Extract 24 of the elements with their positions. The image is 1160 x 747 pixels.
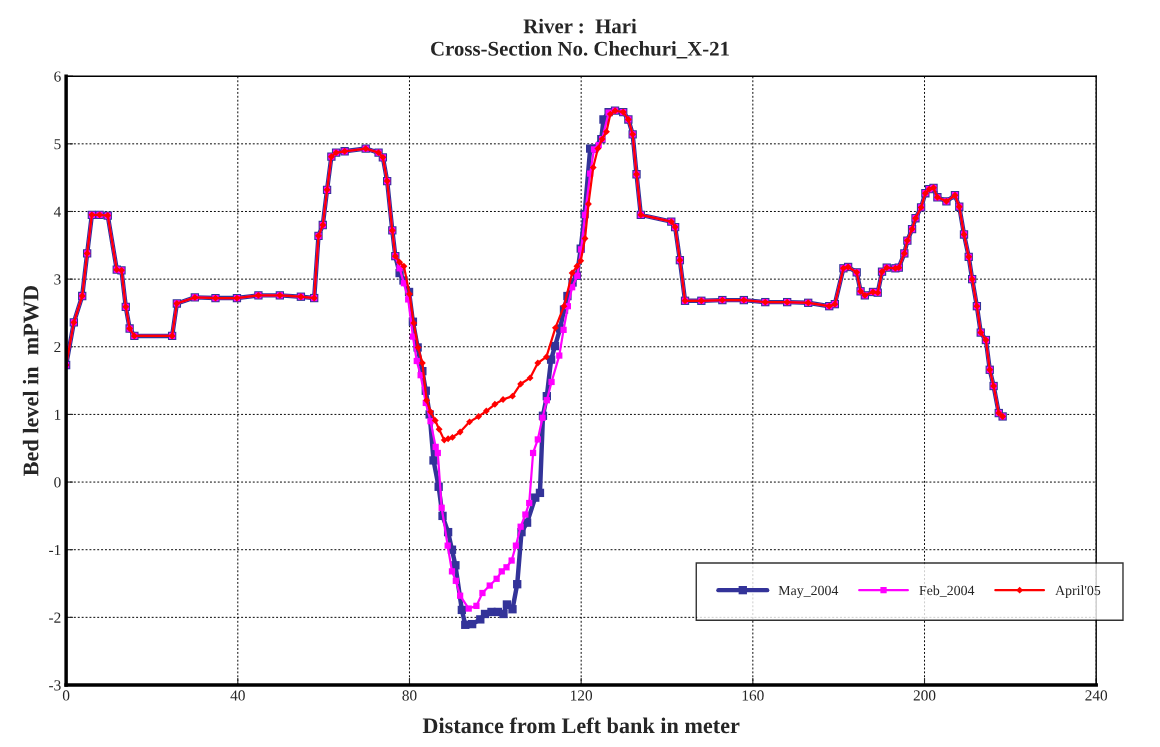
x-tick-label: 80	[402, 690, 417, 701]
y-tick-label: 1	[54, 409, 61, 420]
chart-title: River : Hari	[523, 18, 637, 34]
y-tick-label: 6	[54, 71, 61, 82]
y-tick-label: -2	[49, 612, 61, 623]
y-tick-label: 2	[54, 341, 61, 353]
x-tick-label: 160	[742, 690, 764, 701]
y-tick-label: 4	[53, 206, 62, 217]
legend-label: Feb_2004	[919, 585, 975, 597]
chart-subtitle: Cross-Section No. Chechuri_X-21	[431, 41, 729, 59]
y-tick-label: 0	[54, 477, 61, 488]
x-tick-label: 0	[62, 690, 70, 701]
legend-label: April'05	[1055, 585, 1101, 598]
x-tick-label: 120	[571, 690, 593, 701]
y-tick-label: 5	[54, 139, 61, 150]
y-tick-label: 3	[54, 274, 61, 285]
y-axis-title: Bed level in mPWD	[22, 286, 39, 476]
x-tick-label: 240	[1085, 690, 1108, 701]
legend-label: May_2004	[778, 585, 839, 598]
x-tick-label: 200	[913, 690, 936, 701]
x-axis-title: Distance from Left bank in meter	[422, 717, 740, 734]
y-tick-label: -3	[49, 680, 61, 691]
y-tick-label: -1	[49, 544, 61, 556]
x-tick-label: 40	[230, 690, 245, 701]
